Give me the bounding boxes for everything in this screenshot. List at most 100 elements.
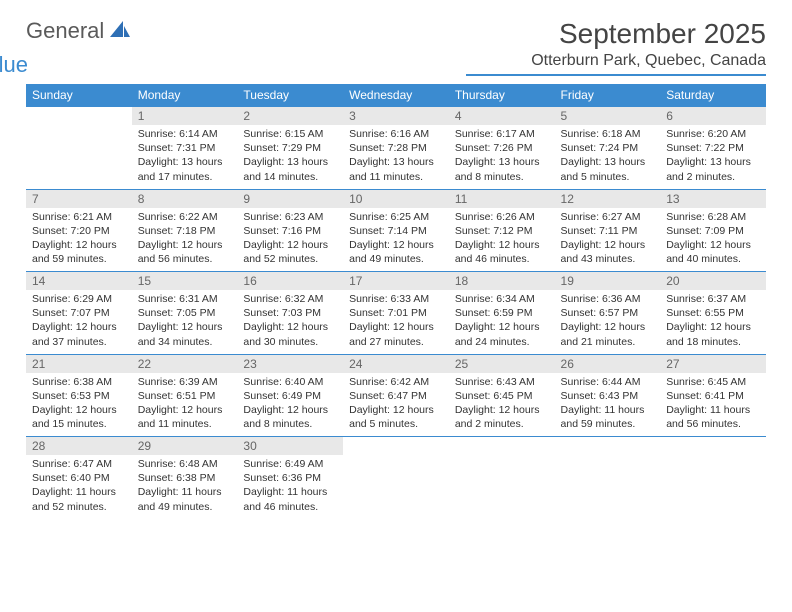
day-info-line: Sunset: 7:26 PM <box>455 141 549 155</box>
day-number-cell: 27 <box>660 354 766 373</box>
day-info-line: Daylight: 12 hours <box>138 320 232 334</box>
day-info-line: Sunset: 6:45 PM <box>455 389 549 403</box>
day-info-line: Daylight: 13 hours <box>243 155 337 169</box>
day-info-line: and 46 minutes. <box>243 500 337 514</box>
day-content-cell: Sunrise: 6:18 AMSunset: 7:24 PMDaylight:… <box>555 125 661 189</box>
day-content-cell: Sunrise: 6:34 AMSunset: 6:59 PMDaylight:… <box>449 290 555 354</box>
day-content-cell: Sunrise: 6:40 AMSunset: 6:49 PMDaylight:… <box>237 373 343 437</box>
day-info-line: Sunrise: 6:14 AM <box>138 127 232 141</box>
day-number-cell: 17 <box>343 272 449 291</box>
day-content-cell: Sunrise: 6:32 AMSunset: 7:03 PMDaylight:… <box>237 290 343 354</box>
day-info-line: Sunrise: 6:33 AM <box>349 292 443 306</box>
day-content-cell: Sunrise: 6:28 AMSunset: 7:09 PMDaylight:… <box>660 208 766 272</box>
day-info-line: Sunrise: 6:48 AM <box>138 457 232 471</box>
day-info-line: Daylight: 13 hours <box>561 155 655 169</box>
day-info-line: Sunset: 6:38 PM <box>138 471 232 485</box>
day-content-row: Sunrise: 6:14 AMSunset: 7:31 PMDaylight:… <box>26 125 766 189</box>
day-info-line: and 8 minutes. <box>243 417 337 431</box>
day-info-line: Sunset: 6:49 PM <box>243 389 337 403</box>
day-content-cell: Sunrise: 6:36 AMSunset: 6:57 PMDaylight:… <box>555 290 661 354</box>
day-info-line: Daylight: 13 hours <box>666 155 760 169</box>
day-content-cell: Sunrise: 6:23 AMSunset: 7:16 PMDaylight:… <box>237 208 343 272</box>
day-content-cell: Sunrise: 6:21 AMSunset: 7:20 PMDaylight:… <box>26 208 132 272</box>
day-info-line: and 49 minutes. <box>349 252 443 266</box>
day-header: Wednesday <box>343 84 449 107</box>
day-number-row: 282930 <box>26 437 766 456</box>
day-info-line: Sunrise: 6:26 AM <box>455 210 549 224</box>
day-content-cell: Sunrise: 6:20 AMSunset: 7:22 PMDaylight:… <box>660 125 766 189</box>
day-number-row: 14151617181920 <box>26 272 766 291</box>
day-info-line: and 5 minutes. <box>349 417 443 431</box>
day-content-cell: Sunrise: 6:16 AMSunset: 7:28 PMDaylight:… <box>343 125 449 189</box>
logo-text-general: General <box>26 18 104 43</box>
day-info-line: Sunset: 6:53 PM <box>32 389 126 403</box>
day-info-line: Sunset: 7:16 PM <box>243 224 337 238</box>
day-number-cell <box>343 437 449 456</box>
day-info-line: Sunrise: 6:20 AM <box>666 127 760 141</box>
day-info-line: and 2 minutes. <box>666 170 760 184</box>
day-info-line: Daylight: 12 hours <box>561 238 655 252</box>
day-info-line: Daylight: 12 hours <box>243 320 337 334</box>
day-content-cell: Sunrise: 6:49 AMSunset: 6:36 PMDaylight:… <box>237 455 343 519</box>
day-info-line: Sunrise: 6:43 AM <box>455 375 549 389</box>
day-info-line: Daylight: 11 hours <box>243 485 337 499</box>
day-number-cell: 12 <box>555 189 661 208</box>
day-header: Sunday <box>26 84 132 107</box>
day-info-line: Sunrise: 6:45 AM <box>666 375 760 389</box>
day-info-line: and 5 minutes. <box>561 170 655 184</box>
day-info-line: Sunrise: 6:21 AM <box>32 210 126 224</box>
day-info-line: Sunrise: 6:22 AM <box>138 210 232 224</box>
day-info-line: Sunrise: 6:18 AM <box>561 127 655 141</box>
day-info-line: Sunrise: 6:28 AM <box>666 210 760 224</box>
day-info-line: Sunrise: 6:29 AM <box>32 292 126 306</box>
day-info-line: and 52 minutes. <box>243 252 337 266</box>
title-block: September 2025 Otterburn Park, Quebec, C… <box>466 18 766 76</box>
day-info-line: Sunrise: 6:47 AM <box>32 457 126 471</box>
day-content-cell: Sunrise: 6:17 AMSunset: 7:26 PMDaylight:… <box>449 125 555 189</box>
day-info-line: Sunset: 6:55 PM <box>666 306 760 320</box>
day-header-row: SundayMondayTuesdayWednesdayThursdayFrid… <box>26 84 766 107</box>
day-info-line: Sunset: 7:14 PM <box>349 224 443 238</box>
day-info-line: Daylight: 12 hours <box>243 403 337 417</box>
day-number-cell: 22 <box>132 354 238 373</box>
day-info-line: and 21 minutes. <box>561 335 655 349</box>
day-number-cell: 15 <box>132 272 238 291</box>
day-info-line: Daylight: 12 hours <box>32 238 126 252</box>
day-content-cell: Sunrise: 6:42 AMSunset: 6:47 PMDaylight:… <box>343 373 449 437</box>
day-info-line: Daylight: 11 hours <box>561 403 655 417</box>
day-info-line: Sunrise: 6:27 AM <box>561 210 655 224</box>
day-info-line: and 11 minutes. <box>138 417 232 431</box>
day-info-line: Daylight: 11 hours <box>138 485 232 499</box>
day-info-line: Daylight: 13 hours <box>455 155 549 169</box>
day-number-cell: 23 <box>237 354 343 373</box>
header: General Blue September 2025 Otterburn Pa… <box>26 18 766 76</box>
day-number-cell: 24 <box>343 354 449 373</box>
day-info-line: Daylight: 12 hours <box>455 403 549 417</box>
day-info-line: and 15 minutes. <box>32 417 126 431</box>
day-content-cell <box>26 125 132 189</box>
day-info-line: and 27 minutes. <box>349 335 443 349</box>
day-info-line: and 30 minutes. <box>243 335 337 349</box>
day-info-line: Sunset: 7:18 PM <box>138 224 232 238</box>
day-number-cell: 3 <box>343 107 449 126</box>
day-number-cell: 2 <box>237 107 343 126</box>
day-info-line: Daylight: 11 hours <box>32 485 126 499</box>
day-info-line: and 14 minutes. <box>243 170 337 184</box>
day-info-line: Daylight: 12 hours <box>349 238 443 252</box>
day-content-cell: Sunrise: 6:38 AMSunset: 6:53 PMDaylight:… <box>26 373 132 437</box>
logo-sail-icon <box>109 20 131 43</box>
day-content-cell <box>660 455 766 519</box>
day-header: Friday <box>555 84 661 107</box>
day-info-line: Sunset: 6:41 PM <box>666 389 760 403</box>
day-info-line: Sunset: 7:03 PM <box>243 306 337 320</box>
day-info-line: Daylight: 12 hours <box>666 320 760 334</box>
day-info-line: Daylight: 11 hours <box>666 403 760 417</box>
day-content-cell: Sunrise: 6:45 AMSunset: 6:41 PMDaylight:… <box>660 373 766 437</box>
day-info-line: Sunrise: 6:17 AM <box>455 127 549 141</box>
day-info-line: Sunrise: 6:34 AM <box>455 292 549 306</box>
day-number-cell: 4 <box>449 107 555 126</box>
day-info-line: Sunset: 7:09 PM <box>666 224 760 238</box>
day-info-line: Sunrise: 6:37 AM <box>666 292 760 306</box>
day-info-line: Sunrise: 6:31 AM <box>138 292 232 306</box>
day-info-line: and 24 minutes. <box>455 335 549 349</box>
